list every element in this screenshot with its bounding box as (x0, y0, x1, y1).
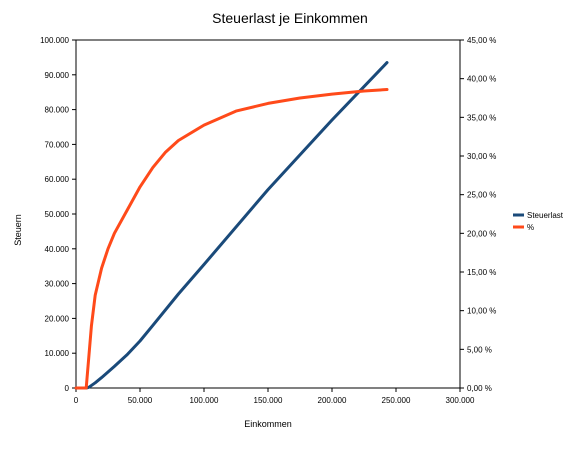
series-layer (74, 61, 389, 390)
y-tick-label: 40.000 (45, 245, 70, 254)
plot-area (75, 39, 461, 389)
y2-tick-label: 10,00 % (467, 307, 496, 316)
y2-tick-label: 0,00 % (467, 384, 492, 393)
y-tick-label: 20.000 (45, 314, 70, 323)
y-tick-label: 60.000 (45, 175, 70, 184)
x-tick-label: 200.000 (318, 396, 347, 405)
x-tick-label: 300.000 (446, 396, 475, 405)
y-tick-label: 80.000 (45, 106, 70, 115)
y2-tick-label: 40,00 % (467, 75, 496, 84)
x-axis-title: Einkommen (244, 419, 292, 429)
x-tick-label: 150.000 (254, 396, 283, 405)
y-tick-label: 100.000 (40, 36, 69, 45)
y-axis-right: 0,00 % 5,00 % 10,00 % 15,00 % 20,00 % 25,00 %… (460, 36, 496, 393)
legend-label: Steuerlast (527, 211, 564, 220)
legend-label: % (527, 223, 534, 232)
legend: Steuerlast% (513, 211, 564, 232)
chart-title: Steuerlast je Einkommen (212, 10, 368, 26)
y2-tick-label: 5,00 % (467, 345, 492, 354)
series-line-1 (74, 61, 389, 390)
x-axis: 0 50.000 100.000 150.000 200.000 250.000 300.0… (74, 388, 475, 405)
x-tick-label: 50.000 (128, 396, 153, 405)
y2-tick-label: 25,00 % (467, 191, 496, 200)
y2-tick-label: 30,00 % (467, 152, 496, 161)
y-tick-label: 90.000 (45, 71, 70, 80)
y-axis-title: Steuern (13, 214, 23, 246)
series-line-2 (74, 88, 389, 390)
x-tick-label: 250.000 (382, 396, 411, 405)
y-tick-label: 0 (65, 384, 70, 393)
y2-tick-label: 20,00 % (467, 229, 496, 238)
y-axis-left: 0 10.000 20.000 30.000 40.000 50.000 60.000 70.… (40, 36, 76, 393)
x-tick-label: 0 (74, 396, 79, 405)
y-tick-label: 50.000 (45, 210, 70, 219)
y2-tick-label: 35,00 % (467, 113, 496, 122)
plot-border (75, 39, 461, 389)
y2-tick-label: 45,00 % (467, 36, 496, 45)
y-tick-label: 10.000 (45, 349, 70, 358)
y-tick-label: 70.000 (45, 140, 70, 149)
y-tick-label: 30.000 (45, 280, 70, 289)
x-tick-label: 100.000 (190, 396, 219, 405)
y2-tick-label: 15,00 % (467, 268, 496, 277)
